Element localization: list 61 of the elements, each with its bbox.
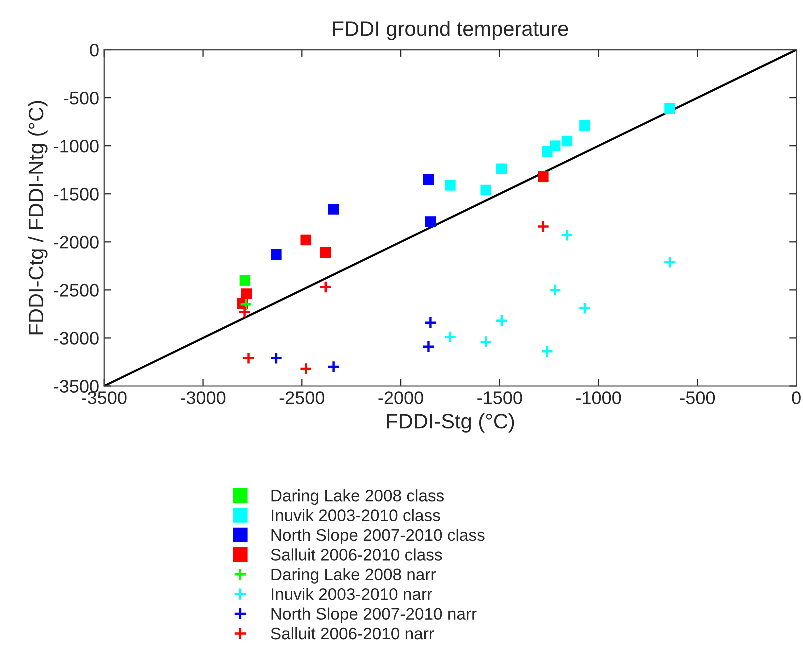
point (664, 256, 676, 269)
legend-label: Daring Lake 2008 class (272, 490, 444, 506)
y-tick-label: -3000 (54, 332, 99, 345)
point (548, 284, 562, 297)
point (580, 120, 590, 132)
x-tick-label: -2500 (280, 392, 325, 404)
x-tick-label: -3500 (82, 392, 127, 404)
point (445, 180, 456, 191)
y-tick-label: -3500 (54, 380, 99, 393)
point (480, 336, 493, 349)
point (536, 220, 550, 234)
legend-label: Inuvik 2003-2010 narr (272, 588, 432, 600)
y-tick-label: -1500 (54, 188, 99, 201)
point (496, 164, 508, 175)
legend-label: North Slope 2007-2010 narr (272, 608, 477, 624)
y-tick-label: -500 (64, 92, 99, 105)
point (424, 316, 438, 330)
y-tick-label: 0 (90, 44, 99, 57)
point (538, 171, 549, 182)
point (562, 136, 573, 147)
legend-label: Salluit 2006-2010 narr (271, 627, 434, 640)
x-tick-label: 0 (792, 392, 801, 404)
point (578, 302, 592, 315)
legend-label: Salluit 2006-2010 class (271, 548, 442, 561)
y-axis-title: FDDI-Ctg / FDDI-Ntg (°C) (28, 101, 48, 335)
point (300, 362, 313, 376)
chart-title: FDDI ground temperature (334, 21, 568, 40)
point (271, 249, 282, 260)
point (664, 103, 676, 114)
x-tick-label: -1500 (478, 392, 522, 404)
legend-label: Daring Lake 2008 narr (272, 568, 436, 584)
legend-label: Inuvik 2003-2010 class (272, 509, 440, 522)
point (238, 306, 252, 319)
point (425, 216, 436, 228)
point (240, 275, 251, 286)
y-tick-label: -2000 (54, 236, 99, 249)
point (540, 345, 554, 358)
y-tick-label: -2500 (54, 284, 99, 297)
x-tick-label: -1000 (576, 392, 622, 404)
point (444, 330, 457, 344)
legend-label: North Slope 2007-2010 class (272, 528, 485, 544)
point (300, 234, 312, 246)
point (327, 360, 340, 374)
x-tick-label: -3000 (180, 392, 226, 404)
point (542, 146, 553, 158)
point (480, 184, 492, 196)
x-tick-label: -2000 (378, 392, 424, 404)
point (319, 280, 332, 294)
point (240, 298, 253, 312)
x-tick-label: -500 (680, 392, 716, 404)
point (423, 174, 434, 186)
point (270, 352, 283, 365)
point (422, 340, 436, 354)
point (242, 352, 256, 365)
point (320, 247, 332, 258)
y-tick-label: -1000 (54, 140, 99, 153)
point (495, 314, 508, 328)
point (560, 228, 574, 242)
point (328, 204, 340, 215)
x-axis-title: FDDI-Stg (°C) (387, 413, 514, 433)
point (241, 288, 252, 300)
